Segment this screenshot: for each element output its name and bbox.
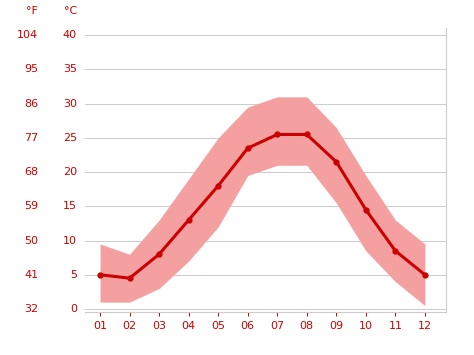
- Text: 5: 5: [70, 270, 77, 280]
- Text: 95: 95: [24, 65, 38, 75]
- Text: 86: 86: [24, 99, 38, 109]
- Text: 32: 32: [24, 304, 38, 314]
- Text: 20: 20: [63, 167, 77, 177]
- Text: 77: 77: [24, 133, 38, 143]
- Text: 10: 10: [63, 236, 77, 246]
- Text: 0: 0: [70, 304, 77, 314]
- Text: °C: °C: [64, 6, 77, 16]
- Text: 25: 25: [63, 133, 77, 143]
- Text: 104: 104: [17, 30, 38, 40]
- Text: 40: 40: [63, 30, 77, 40]
- Text: °F: °F: [26, 6, 38, 16]
- Text: 68: 68: [24, 167, 38, 177]
- Text: 30: 30: [63, 99, 77, 109]
- Text: 50: 50: [24, 236, 38, 246]
- Text: 41: 41: [24, 270, 38, 280]
- Text: 59: 59: [24, 201, 38, 211]
- Text: 15: 15: [63, 201, 77, 211]
- Text: 35: 35: [63, 65, 77, 75]
